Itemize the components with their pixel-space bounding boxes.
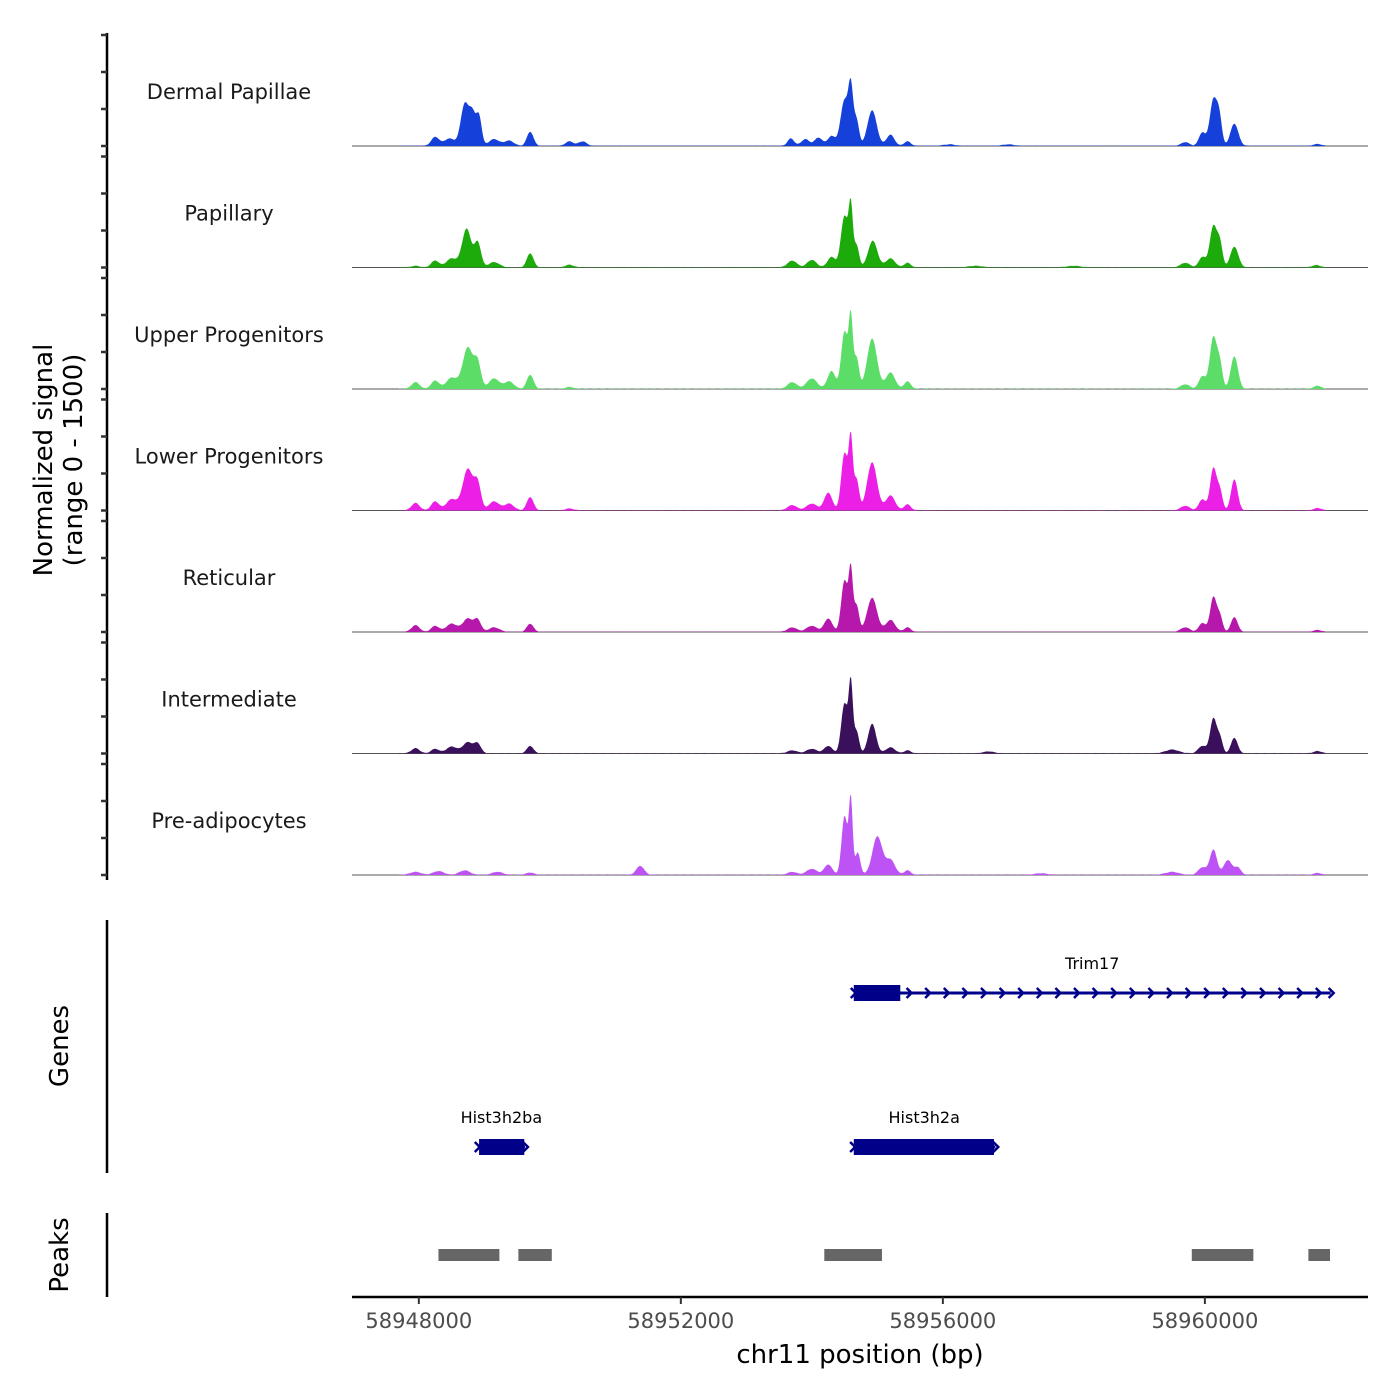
gene-exon [479, 1139, 525, 1155]
signal-area [399, 78, 1326, 146]
strand-arrow-icon [1327, 987, 1336, 999]
peak-region[interactable] [438, 1249, 500, 1261]
strand-arrow-icon [1296, 987, 1304, 999]
track-lower-progenitors: Lower Progenitors [135, 431, 1368, 511]
strand-arrow-icon [980, 987, 988, 999]
strand-arrow-icon [1277, 987, 1286, 999]
strand-arrow-icon [924, 987, 932, 999]
signal-y-axis [101, 33, 109, 880]
gene-label: Hist3h2a [889, 1108, 960, 1127]
strand-arrow-icon [905, 987, 914, 999]
track-pre-adipocytes: Pre-adipocytes [151, 794, 1368, 876]
track-upper-progenitors: Upper Progenitors [134, 309, 1368, 390]
track-label: Pre-adipocytes [151, 809, 306, 833]
peak-region[interactable] [824, 1249, 882, 1261]
peak-region[interactable] [518, 1249, 552, 1261]
strand-arrow-icon [942, 987, 951, 999]
peaks-track-label: Peaks [45, 1217, 75, 1292]
track-papillary: Papillary [184, 198, 1368, 268]
track-label: Reticular [183, 566, 276, 590]
strand-arrow-icon [1073, 987, 1081, 999]
track-intermediate: Intermediate [161, 676, 1368, 754]
signal-area [399, 431, 1326, 511]
y-axis-title-line2: (range 0 - 1500) [59, 354, 89, 567]
peak-region[interactable] [1191, 1249, 1254, 1261]
y-axis-title-line1: Normalized signal [29, 344, 59, 577]
strand-arrow-icon [1314, 987, 1323, 999]
x-axis-ticks: 58948000 58952000 58956000 58960000 [365, 1297, 1258, 1333]
strand-arrow-icon [473, 1141, 482, 1153]
strand-arrow-icon [1203, 987, 1211, 999]
gene-label: Trim17 [1064, 954, 1119, 973]
track-reticular: Reticular [183, 563, 1368, 633]
track-dermal-papillae: Dermal Papillae [147, 78, 1368, 147]
track-label: Papillary [184, 202, 273, 226]
strand-arrow-icon [1110, 987, 1118, 999]
strand-arrow-icon [1091, 987, 1100, 999]
strand-arrow-icon [522, 1141, 530, 1153]
gene-hist3h2ba[interactable]: Hist3h2ba [461, 1108, 543, 1155]
signal-area [399, 309, 1326, 389]
strand-arrow-icon [1054, 987, 1063, 999]
peak-region[interactable] [1308, 1249, 1331, 1261]
track-label: Upper Progenitors [134, 323, 324, 347]
gene-exon [853, 985, 901, 1001]
genes-track-label: Genes [45, 1005, 75, 1087]
signal-tracks: Dermal Papillae Papillary Upper Progenitor… [134, 78, 1368, 876]
x-tick-label: 58948000 [365, 1309, 472, 1333]
gene-trim17[interactable]: Trim17 [849, 954, 1336, 1001]
x-tick-label: 58952000 [627, 1309, 734, 1333]
strand-arrow-icon [1166, 987, 1174, 999]
x-tick-label: 58960000 [1151, 1309, 1258, 1333]
peaks-track [438, 1249, 1331, 1261]
strand-arrow-icon [992, 1141, 1001, 1153]
strand-arrow-icon [1035, 987, 1044, 999]
signal-area [399, 794, 1326, 875]
x-tick-label: 58956000 [889, 1309, 996, 1333]
strand-arrow-icon [1240, 987, 1249, 999]
track-label: Dermal Papillae [147, 80, 311, 104]
gene-exon [853, 1139, 994, 1155]
genes-track: Trim17 Hist3h2ba Hist3h2a [461, 954, 1336, 1155]
track-label: Intermediate [161, 688, 297, 712]
signal-area [399, 676, 1326, 754]
signal-area [399, 198, 1326, 268]
strand-arrow-icon [1017, 987, 1025, 999]
strand-arrow-icon [1184, 987, 1193, 999]
strand-arrow-icon [1221, 987, 1230, 999]
track-label: Lower Progenitors [135, 445, 324, 469]
strand-arrow-icon [961, 987, 970, 999]
strand-arrow-icon [1259, 987, 1267, 999]
gene-label: Hist3h2ba [461, 1108, 543, 1127]
strand-arrow-icon [1128, 987, 1137, 999]
signal-area [399, 563, 1326, 632]
x-axis-title: chr11 position (bp) [736, 1340, 983, 1370]
gene-hist3h2a[interactable]: Hist3h2a [849, 1108, 1001, 1155]
strand-arrow-icon [998, 987, 1007, 999]
strand-arrow-icon [1147, 987, 1156, 999]
